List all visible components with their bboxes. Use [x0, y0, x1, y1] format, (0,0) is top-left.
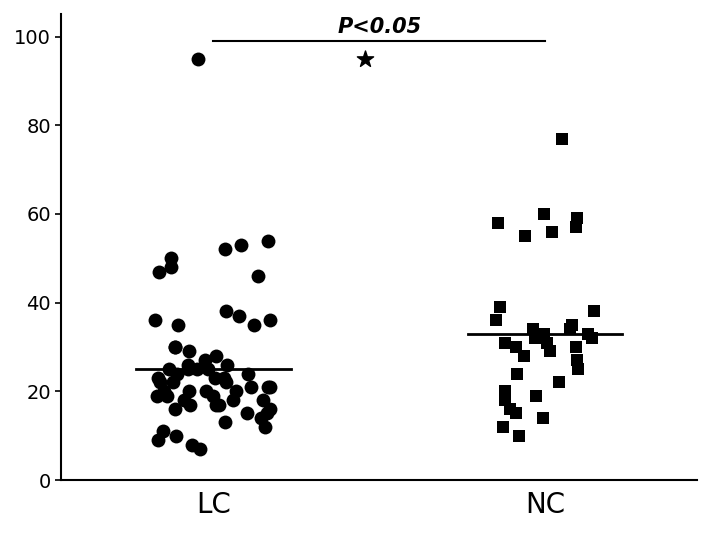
- Point: [512, 369, 523, 378]
- Point: [571, 356, 582, 365]
- Point: [166, 263, 177, 271]
- Point: [264, 383, 276, 391]
- Point: [191, 365, 203, 374]
- Point: [210, 400, 221, 409]
- Point: [186, 440, 198, 449]
- Point: [161, 391, 173, 400]
- Point: [233, 312, 245, 320]
- Point: [168, 378, 179, 387]
- Point: [360, 54, 371, 63]
- Point: [210, 352, 222, 360]
- Point: [564, 325, 575, 334]
- Point: [194, 445, 205, 453]
- Point: [220, 418, 231, 426]
- Point: [182, 360, 193, 369]
- Point: [554, 378, 565, 387]
- Point: [499, 396, 510, 405]
- Point: [499, 387, 510, 395]
- Point: [152, 436, 164, 445]
- Point: [171, 431, 182, 440]
- Point: [499, 338, 510, 347]
- Point: [192, 54, 203, 63]
- Point: [154, 268, 165, 276]
- Point: [242, 369, 254, 378]
- Point: [185, 400, 196, 409]
- Point: [494, 303, 506, 311]
- Point: [566, 320, 577, 329]
- Point: [587, 334, 598, 342]
- Point: [493, 219, 504, 227]
- Point: [151, 391, 162, 400]
- Point: [538, 209, 550, 218]
- Point: [546, 228, 557, 236]
- Point: [169, 405, 181, 413]
- Point: [152, 374, 164, 382]
- Point: [529, 334, 540, 342]
- Point: [527, 325, 538, 334]
- Point: [497, 423, 508, 431]
- Point: [169, 343, 181, 351]
- Point: [183, 387, 195, 395]
- Point: [228, 396, 239, 405]
- Point: [510, 343, 522, 351]
- Point: [220, 245, 231, 254]
- Point: [166, 254, 177, 263]
- Point: [178, 396, 190, 405]
- Point: [220, 378, 232, 387]
- Point: [262, 383, 274, 391]
- Point: [199, 356, 210, 365]
- Point: [164, 365, 175, 374]
- Point: [245, 383, 257, 391]
- Point: [209, 374, 220, 382]
- Point: [557, 134, 568, 143]
- Point: [236, 241, 247, 249]
- Point: [537, 414, 548, 422]
- Point: [173, 320, 184, 329]
- Point: [255, 414, 267, 422]
- Point: [169, 343, 180, 351]
- Point: [248, 320, 260, 329]
- Point: [261, 409, 272, 418]
- Point: [241, 409, 252, 418]
- Point: [183, 347, 195, 356]
- Point: [519, 352, 530, 360]
- Point: [155, 378, 166, 387]
- Point: [588, 307, 599, 316]
- Point: [262, 236, 274, 245]
- Point: [491, 316, 502, 325]
- Point: [539, 329, 550, 338]
- Point: [213, 400, 225, 409]
- Point: [207, 391, 218, 400]
- Point: [264, 316, 276, 325]
- Point: [572, 365, 584, 374]
- Point: [257, 396, 269, 405]
- Point: [149, 316, 161, 325]
- Text: P<0.05: P<0.05: [337, 17, 421, 37]
- Point: [504, 405, 515, 413]
- Point: [259, 423, 270, 431]
- Point: [572, 214, 583, 223]
- Point: [201, 387, 212, 395]
- Point: [582, 329, 594, 338]
- Point: [171, 369, 183, 378]
- Point: [221, 360, 232, 369]
- Point: [220, 307, 231, 316]
- Point: [519, 232, 530, 240]
- Point: [264, 405, 276, 413]
- Point: [542, 338, 553, 347]
- Point: [545, 347, 556, 356]
- Point: [219, 374, 230, 382]
- Point: [510, 409, 522, 418]
- Point: [252, 272, 264, 280]
- Point: [158, 427, 169, 435]
- Point: [202, 365, 213, 374]
- Point: [230, 387, 241, 395]
- Point: [570, 343, 582, 351]
- Point: [182, 365, 193, 374]
- Point: [570, 223, 582, 231]
- Point: [513, 431, 524, 440]
- Point: [159, 387, 170, 395]
- Point: [530, 391, 542, 400]
